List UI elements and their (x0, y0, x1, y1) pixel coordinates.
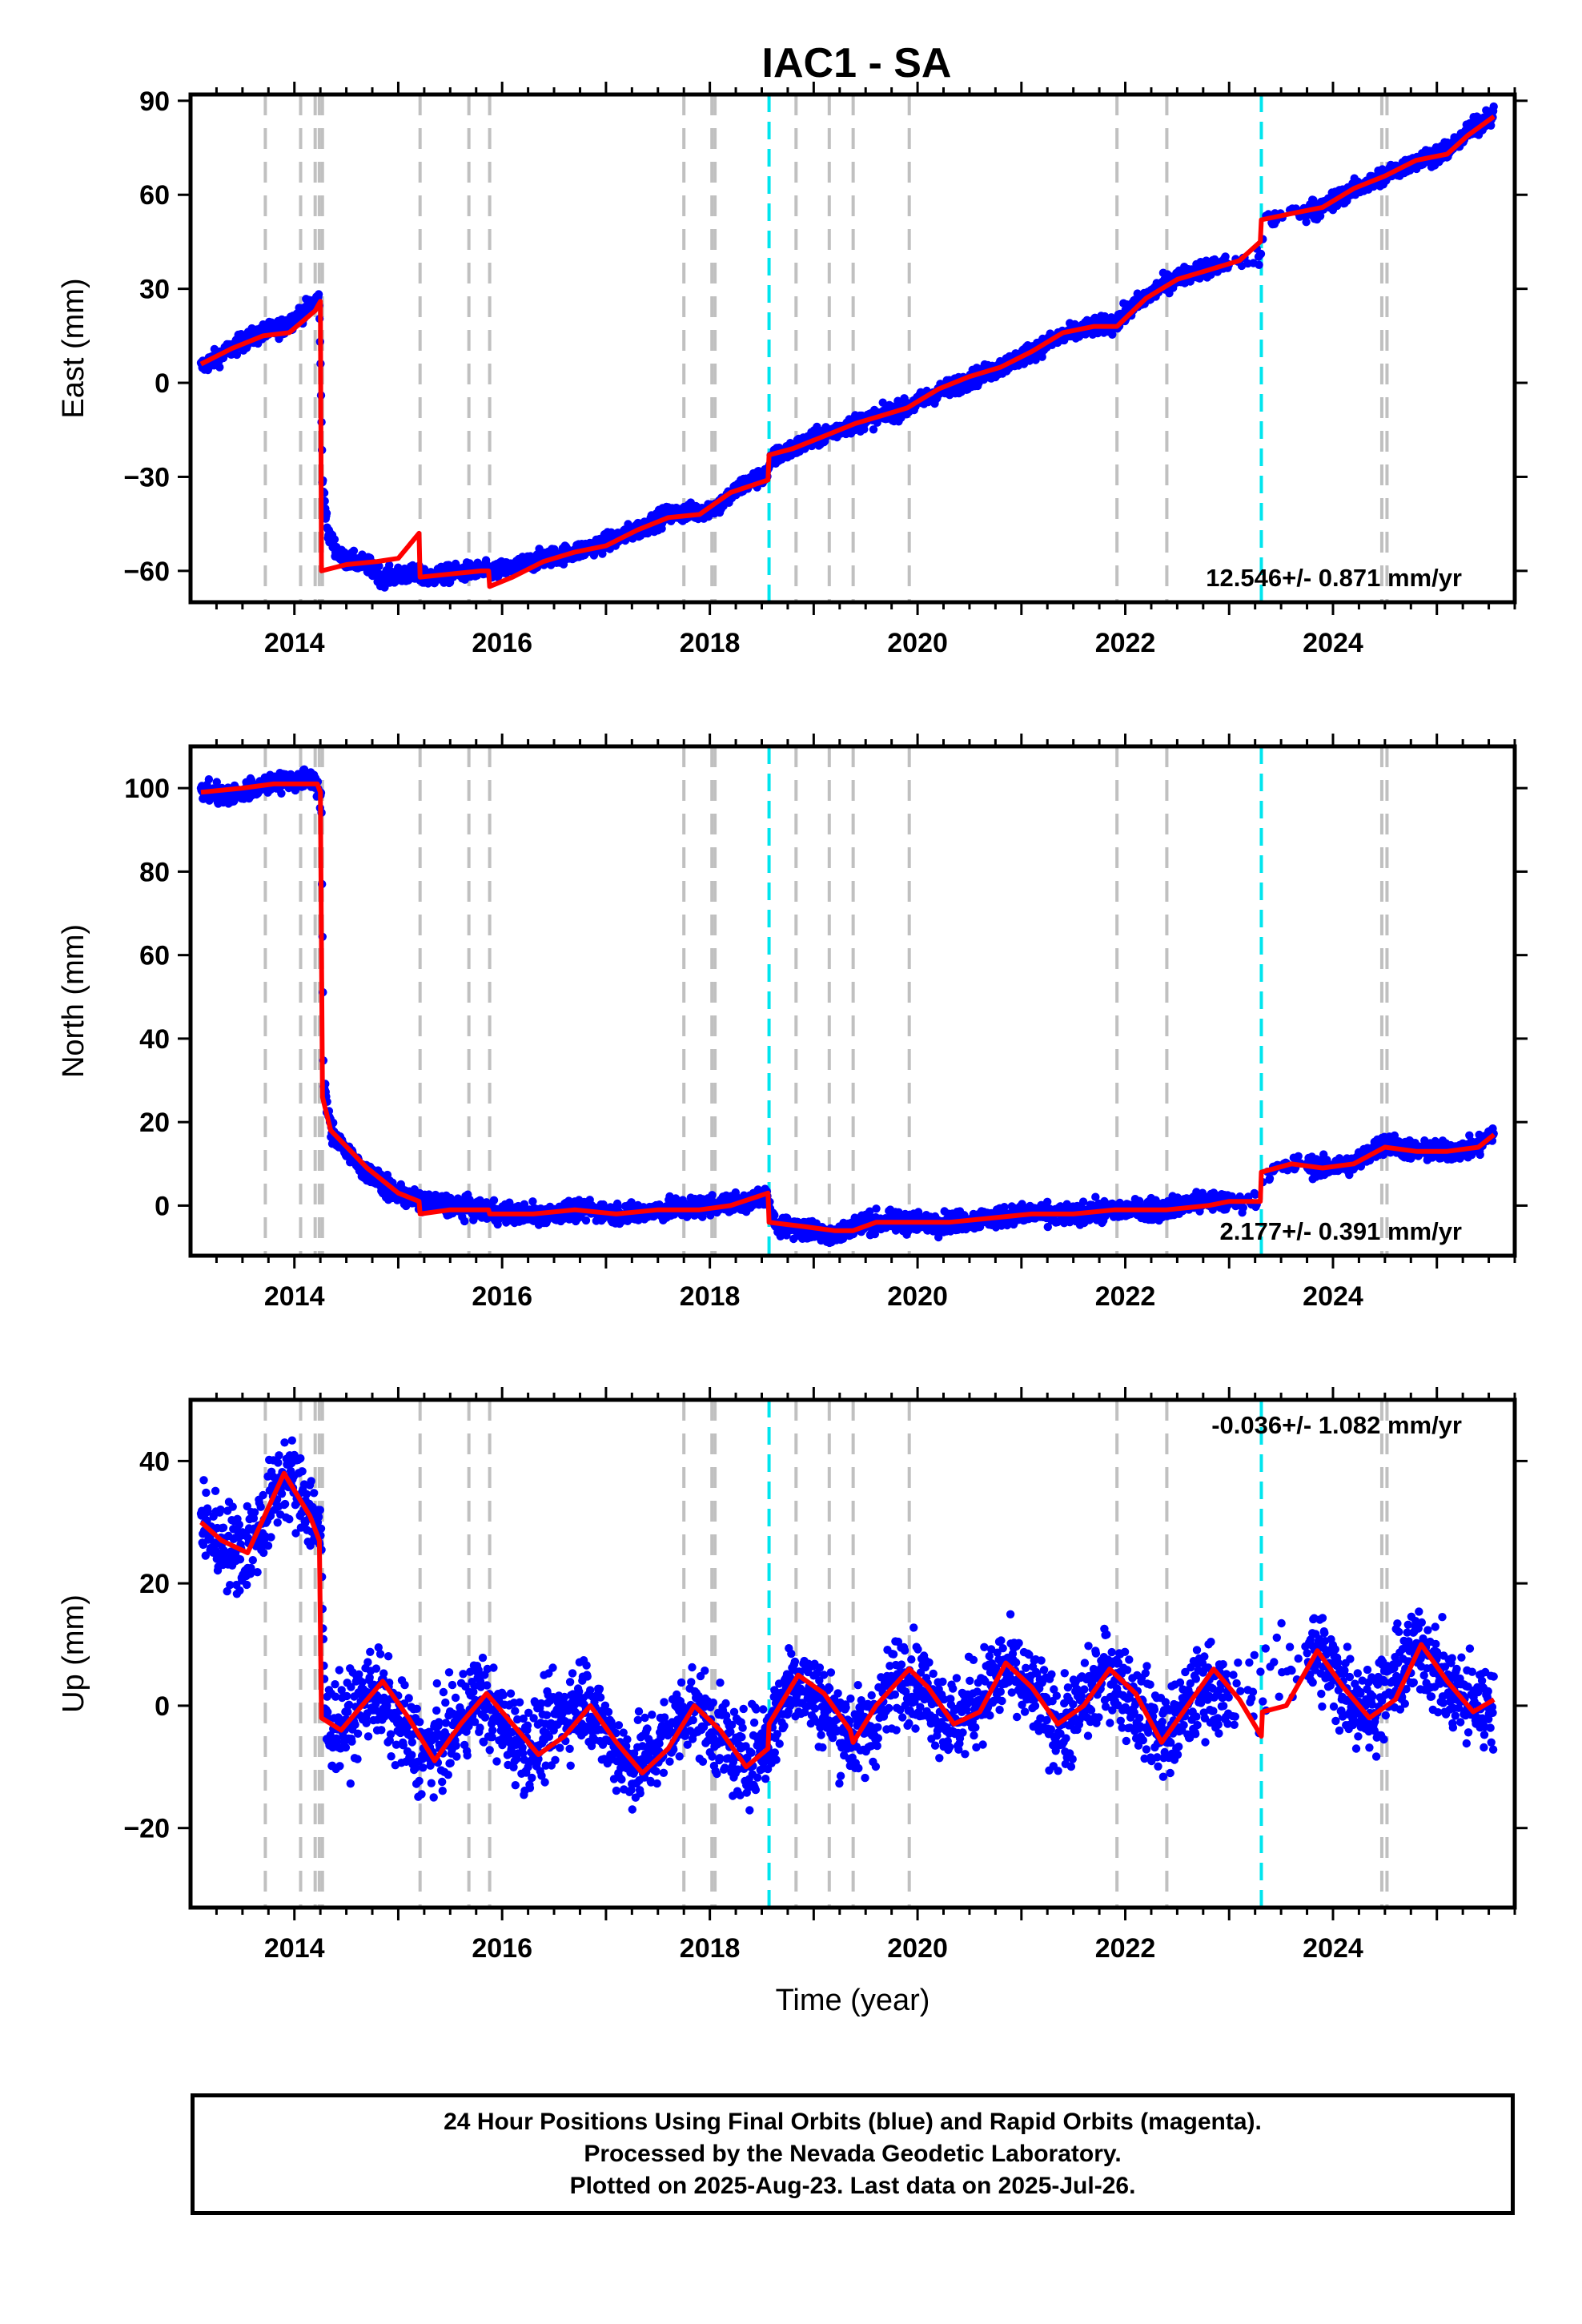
east-data-point (215, 363, 224, 372)
east-y-tick-label: 60 (139, 180, 170, 211)
east-data-point (349, 546, 359, 555)
north-data-point (870, 1229, 880, 1239)
north-data-point (1043, 1197, 1052, 1207)
east-data-point (1038, 352, 1046, 361)
east-x-tick-label: 2018 (680, 628, 741, 658)
north-data-points (196, 765, 1498, 1248)
east-data-point (869, 425, 878, 434)
east-model-line (199, 114, 1496, 589)
north-data-point (708, 1191, 717, 1200)
east-y-tick-label: 30 (139, 275, 170, 305)
east-data-point (1256, 249, 1266, 259)
east-data-point (1302, 218, 1311, 227)
east-data-point (232, 350, 242, 360)
north-data-point (460, 1216, 469, 1226)
east-plot-area (196, 94, 1498, 602)
north-data-point (770, 1211, 779, 1220)
east-data-point (330, 535, 339, 544)
east-data-point (813, 422, 821, 432)
north-data-point (581, 1216, 591, 1225)
north-plot-area (196, 746, 1498, 1256)
east-data-point (1108, 330, 1117, 339)
east-data-point (375, 561, 383, 571)
north-data-point (872, 1204, 881, 1213)
east-data-point (893, 396, 902, 405)
east-x-tick-label: 2014 (264, 628, 325, 658)
north-data-point (1066, 1218, 1074, 1227)
north-data-point (212, 778, 221, 786)
east-y-tick-label: −30 (123, 462, 170, 493)
east-x-tick-label: 2022 (1095, 628, 1156, 658)
north-data-point (469, 1216, 478, 1224)
east-x-tick-label: 2016 (472, 628, 532, 658)
north-data-point (277, 789, 286, 798)
east-data-points (196, 102, 1498, 592)
north-data-point (1078, 1197, 1088, 1206)
east-data-point (1255, 260, 1263, 269)
east-data-point (878, 398, 887, 407)
east-data-point (1315, 211, 1325, 220)
east-y-tick-label: 0 (155, 368, 170, 399)
north-data-point (528, 1197, 537, 1206)
east-y-axis-label: East (mm) (57, 278, 90, 418)
east-data-point (1031, 356, 1040, 364)
east-rate-label: 12.546+/- 0.871 mm/yr (1206, 564, 1462, 592)
east-x-tick-label: 2020 (887, 628, 948, 658)
north-data-point (1000, 1203, 1009, 1212)
north-data-point (1043, 1222, 1053, 1232)
north-data-point (489, 1196, 499, 1205)
chart-title: IAC1 - SA (762, 40, 952, 86)
east-data-point (314, 290, 323, 299)
east-y-tick-label: −60 (123, 557, 170, 587)
east-data-point (322, 509, 331, 518)
north-data-point (1091, 1192, 1100, 1201)
east-data-point (1221, 252, 1230, 261)
east-frame (188, 92, 1517, 605)
east-x-tick-label: 2024 (1303, 628, 1363, 658)
east-panel: −60 −30 0 30 60 90 2014 2016 2018 2020 2022 2024 Eas… (57, 82, 1528, 658)
east-data-point (1489, 102, 1498, 111)
east-y-tick-label: 90 (139, 86, 170, 117)
north-data-point (204, 775, 214, 784)
